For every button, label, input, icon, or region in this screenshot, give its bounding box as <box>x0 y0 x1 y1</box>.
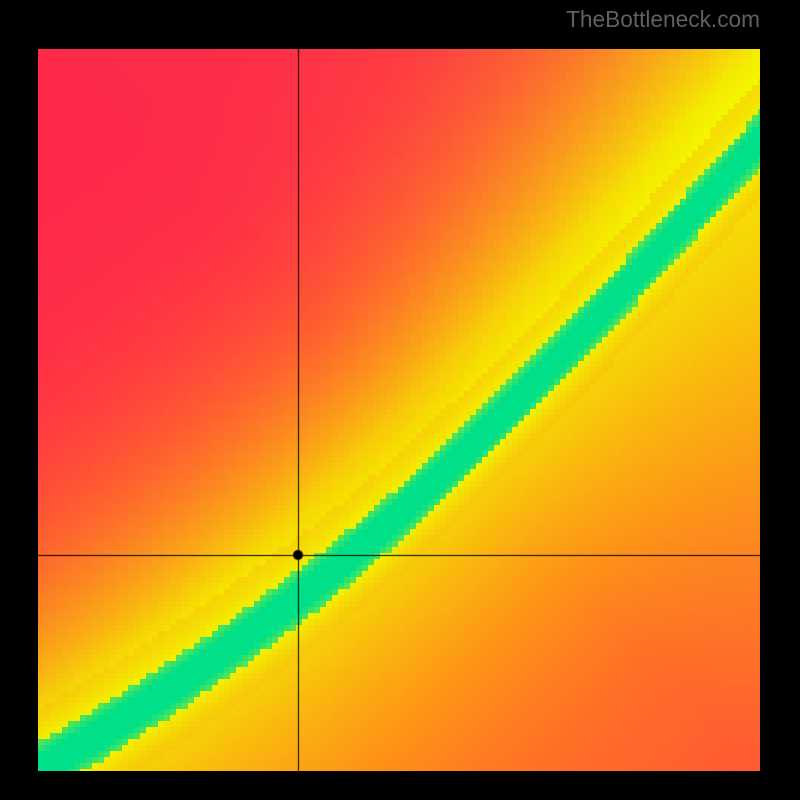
chart-container: TheBottleneck.com <box>0 0 800 800</box>
heatmap-canvas[interactable] <box>0 0 800 800</box>
watermark-text: TheBottleneck.com <box>566 6 760 33</box>
